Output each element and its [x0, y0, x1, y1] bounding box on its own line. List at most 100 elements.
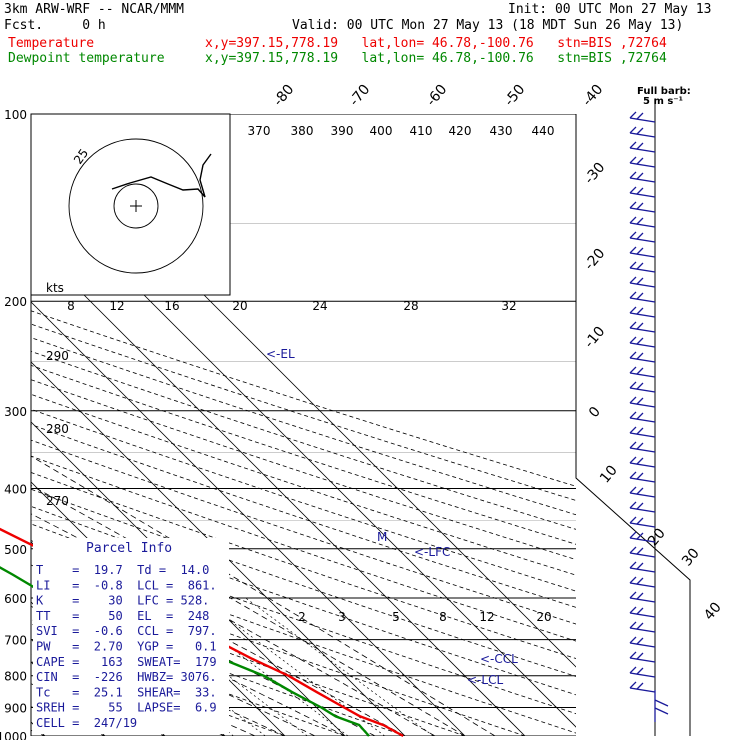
dry-adiabat-line: [31, 523, 576, 715]
wind-barb: [629, 276, 656, 288]
mixing-ratio-label: 2: [298, 610, 306, 624]
wind-barb: [629, 381, 656, 393]
wind-barb: [629, 246, 656, 258]
wind-barb: [629, 426, 656, 438]
pressure-tick-label: 700: [4, 634, 27, 648]
scale-label: 16: [164, 299, 179, 313]
isotherm-label: 20: [645, 525, 669, 549]
isotherm-label: 40: [701, 599, 725, 623]
isotherm-label: -70: [346, 82, 373, 110]
parcel-info-row: Tc = 25.1 SHEAR= 33.: [36, 685, 217, 699]
dewpoint-legend-label: Dewpoint temperature: [8, 51, 165, 66]
parcel-info-row: CIN = -226 HWBZ= 3076.: [36, 670, 217, 684]
parcel-info-row: LI = -0.8 LCL = 861.: [36, 578, 217, 592]
pressure-tick-label: 100: [4, 108, 27, 122]
pressure-tick-label: 800: [4, 670, 27, 684]
wind-barb: [629, 561, 656, 573]
wind-barb: [629, 591, 656, 603]
wind-barb: [629, 366, 656, 378]
pressure-tick-label: 500: [4, 543, 27, 557]
wind-barb: [629, 486, 656, 498]
dry-adiabat-line: [31, 393, 576, 576]
parcel-panel-bg: [33, 538, 229, 734]
wind-barb: [629, 411, 656, 423]
dry-adiabat-line: [31, 424, 576, 608]
parcel-info-row: T = 19.7 Td = 14.0: [36, 563, 209, 577]
isotherm-label: -80: [270, 82, 297, 110]
hodograph-ring: [113, 183, 159, 229]
wind-barb: [629, 501, 656, 513]
isotherm-label: 30: [679, 545, 703, 569]
scale-label: 32: [501, 299, 516, 313]
parcel-info-row: CELL = 247/19: [36, 716, 137, 730]
valid-time: Valid: 00 UTC Mon 27 May 13 (18 MDT Sun …: [292, 18, 684, 33]
isotherm-line: [31, 361, 406, 736]
isotherm-label: -20: [581, 246, 608, 274]
theta-e-label: 410: [410, 124, 433, 138]
dry-adiabat-line: [31, 323, 576, 501]
mixing-ratio-line: [245, 597, 434, 736]
theta-e-label: 390: [331, 124, 354, 138]
temperature-legend-label: Temperature: [8, 36, 95, 51]
isotherm-label: -30: [581, 160, 608, 188]
parcel-info-row: SREH = 55 LAPSE= 6.9: [36, 701, 217, 715]
parcel-info-row: TT = 50 EL = 248: [36, 609, 209, 623]
forecast-hour: Fcst. 0 h: [4, 18, 106, 33]
pressure-tick-label: 600: [4, 592, 27, 606]
hodograph-trace: [111, 153, 212, 198]
theta-e-label: 370: [248, 124, 271, 138]
wind-barb: [629, 141, 656, 153]
moist-adiabat-line: [31, 484, 466, 736]
isotherm-line: [31, 241, 526, 736]
adiabat-label: 270: [46, 494, 69, 508]
parcel-info-row: CAPE = 163 SWEAT= 179: [36, 655, 217, 669]
mixing-ratio-label: 20: [536, 610, 551, 624]
dry-adiabat-line: [31, 488, 576, 677]
pressure-tick-label: 400: [4, 482, 27, 496]
theta-e-label: 440: [532, 124, 555, 138]
theta-e-label: 430: [490, 124, 513, 138]
wind-barb: [629, 186, 656, 198]
isotherm-label: -10: [581, 324, 608, 352]
mixing-ratio-label: 3: [338, 610, 346, 624]
pressure-tick-label: 1000: [0, 730, 27, 740]
scale-label: 24: [312, 299, 327, 313]
lcl-annotation: <-LCL: [467, 673, 503, 687]
lfc-annotation: <-LFC: [414, 545, 450, 559]
el-annotation: <-EL: [266, 347, 295, 361]
wind-barb: [629, 351, 656, 363]
wind-barb: [654, 690, 669, 722]
dry-adiabat-line: [31, 439, 576, 625]
mixing-ratio-label: 12: [479, 610, 494, 624]
theta-e-label: 420: [449, 124, 472, 138]
wind-barb: [629, 396, 656, 408]
wind-barb: [629, 606, 656, 618]
scale-label: 12: [109, 299, 124, 313]
wind-barb: [629, 111, 656, 123]
dry-adiabat-line: [31, 337, 576, 516]
theta-e-label: 380: [291, 124, 314, 138]
wind-barb: [629, 261, 656, 273]
isotherm-label: -50: [501, 82, 528, 110]
model-title: 3km ARW-WRF -- NCAR/MMM: [4, 2, 185, 17]
parcel-info-row: PW = 2.70 YGP = 0.1: [36, 640, 217, 654]
plot-right-border: [575, 114, 691, 736]
theta-e-label: 400: [370, 124, 393, 138]
wind-barb: [629, 441, 656, 453]
wind-barb: [629, 651, 656, 663]
wind-barb: [629, 216, 656, 228]
isotherm-label: 0: [586, 404, 604, 421]
sounding-profiles: [0, 527, 404, 738]
wind-barb: [629, 531, 656, 543]
wind-barb: [629, 546, 656, 558]
parcel-info-row: SVI = -0.6 CCL = 797.: [36, 624, 217, 638]
parcel-info-panel: Parcel Info T = 19.7 Td = 14.0LI = -0.8 L…: [33, 538, 229, 734]
pressure-tick-label: 200: [4, 295, 27, 309]
wind-barb: [629, 681, 656, 693]
temperature-legend-info: x,y=397.15,778.19 lat,lon= 46.78,-100.76…: [205, 36, 667, 51]
wind-barb: [629, 621, 656, 633]
isotherm-label: 10: [597, 462, 621, 486]
mixing-ratio-label: 8: [439, 610, 447, 624]
wind-barb: [629, 636, 656, 648]
